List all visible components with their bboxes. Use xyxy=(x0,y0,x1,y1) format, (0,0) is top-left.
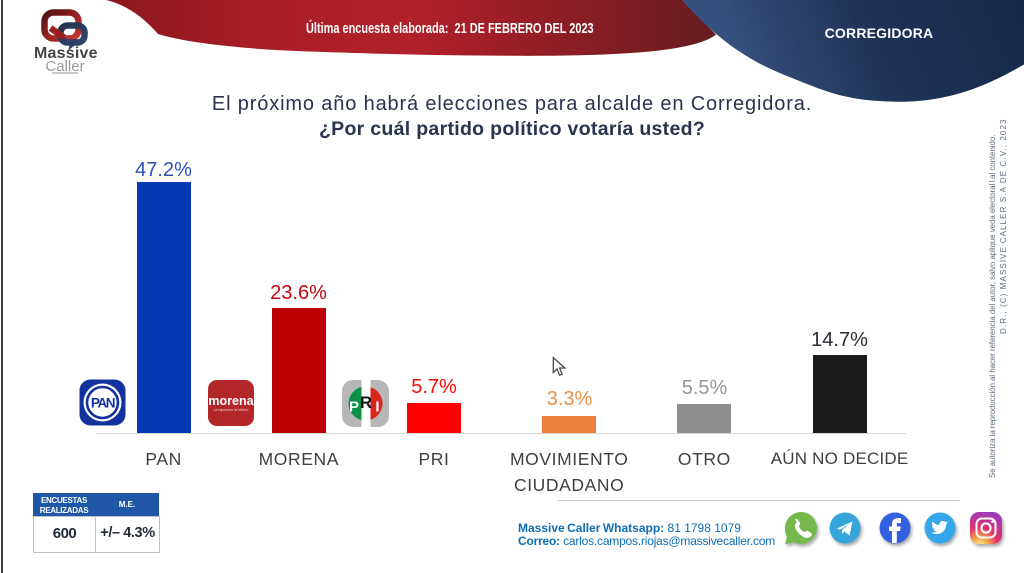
svg-text:I: I xyxy=(375,399,379,416)
svg-text:R: R xyxy=(360,393,372,412)
svg-text:P: P xyxy=(349,399,359,416)
svg-text:La esperanza de México: La esperanza de México xyxy=(214,408,249,412)
svg-text:morena: morena xyxy=(208,394,254,408)
svg-text:PAN: PAN xyxy=(91,396,115,411)
